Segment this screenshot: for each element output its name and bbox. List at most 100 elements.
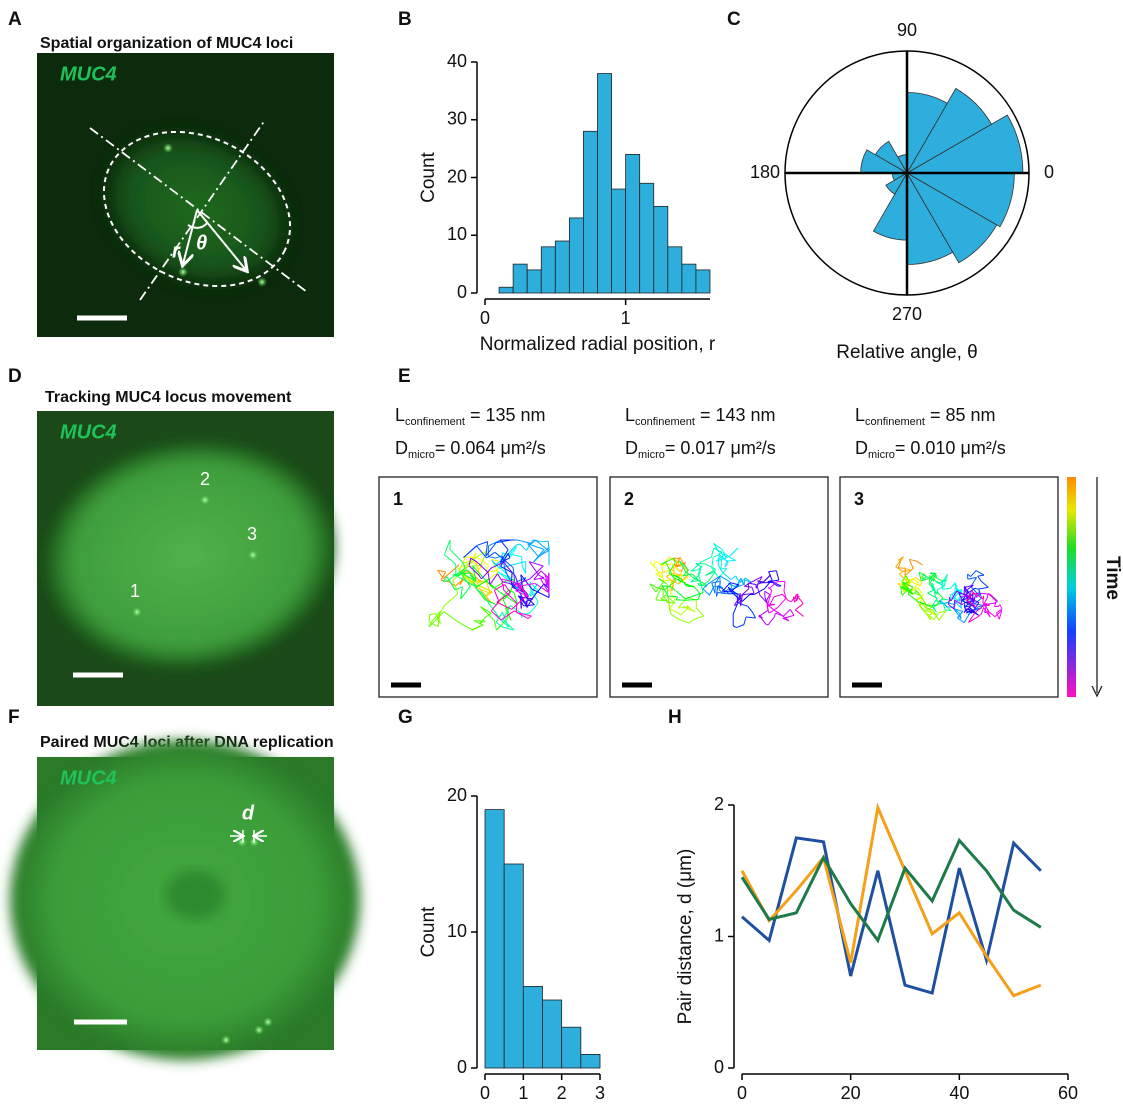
track-step: [473, 561, 479, 568]
track-step: [668, 562, 676, 574]
colorbar-label: Time: [1102, 556, 1123, 600]
track-step: [663, 579, 673, 582]
track-step: [685, 571, 696, 580]
track-step: [440, 571, 447, 581]
track-step: [763, 574, 772, 583]
track-step: [500, 592, 518, 605]
track-step: [751, 587, 755, 594]
x-tick-label: 0: [480, 1083, 490, 1103]
track-step: [485, 580, 501, 593]
track-step: [777, 597, 787, 608]
track-step: [963, 608, 967, 613]
track-step: [897, 559, 902, 569]
track-step: [735, 577, 742, 588]
track-step: [496, 591, 511, 603]
track-step: [767, 587, 771, 589]
track-step: [516, 581, 527, 596]
track-step: [758, 614, 767, 625]
track-step: [458, 569, 468, 577]
angle-tick-label: 270: [892, 304, 922, 324]
track-step: [519, 543, 527, 551]
annotation: r: [172, 240, 181, 262]
track-step: [973, 596, 976, 602]
track-step: [477, 561, 489, 573]
track-step: [681, 576, 689, 582]
track-step: [895, 566, 903, 572]
track-step: [957, 617, 965, 624]
y-axis-label: Count: [418, 906, 439, 957]
track-step: [679, 560, 687, 573]
track-step: [974, 605, 984, 613]
track-parameter: Dmicro= 0.064 μm²/s: [395, 438, 546, 461]
track-step: [495, 555, 503, 559]
track-step: [430, 610, 441, 624]
track-step: [735, 575, 740, 582]
track-step: [533, 570, 542, 580]
y-tick-label: 0: [457, 282, 467, 302]
value-text: = 143 nm: [695, 405, 776, 425]
track-step: [726, 559, 736, 562]
track-step: [766, 594, 771, 606]
track-step: [443, 611, 458, 622]
track-step: [658, 571, 662, 574]
track-step: [928, 579, 933, 585]
track-step: [902, 584, 911, 593]
track-step: [660, 593, 668, 600]
x-axis-label: Relative angle, θ: [836, 342, 978, 363]
track-step: [661, 585, 669, 597]
track-step: [655, 560, 663, 567]
track-step: [544, 573, 550, 580]
track-step: [468, 558, 472, 566]
track-step: [500, 553, 509, 567]
track-step: [966, 600, 975, 604]
track-step: [485, 581, 492, 594]
track-step: [472, 565, 487, 581]
bar: [681, 263, 697, 294]
track-step: [922, 576, 927, 581]
y-tick-label: 2: [714, 794, 724, 814]
track-step: [732, 603, 738, 615]
track-step: [499, 549, 509, 563]
track-step: [751, 611, 757, 619]
symbol: D: [395, 438, 408, 458]
track-step: [475, 578, 490, 588]
series-line: [741, 836, 1042, 995]
panel-letter: B: [398, 9, 412, 30]
track-step: [901, 575, 907, 582]
track-step: [477, 541, 488, 546]
track-step: [909, 558, 917, 562]
track-step: [926, 604, 931, 607]
track-step: [535, 539, 549, 552]
track-step: [782, 608, 791, 617]
y-tick-label: 0: [714, 1057, 724, 1077]
bar: [597, 73, 612, 294]
track-step: [446, 576, 456, 591]
track-step: [502, 598, 508, 610]
track-step: [473, 552, 477, 558]
track-step: [941, 581, 943, 590]
track-step: [663, 580, 677, 591]
track-step: [718, 551, 728, 558]
track-step: [768, 607, 778, 614]
track-step: [768, 596, 775, 607]
bar: [667, 246, 683, 294]
track-step: [989, 593, 998, 602]
track-step: [466, 569, 477, 581]
subscript: micro: [408, 449, 435, 461]
track-step: [491, 558, 500, 562]
track-step: [497, 571, 510, 582]
track-step: [974, 592, 984, 600]
track-step: [473, 583, 491, 592]
track-step: [459, 571, 473, 580]
track-step: [740, 577, 745, 585]
x-tick-label: 0: [480, 308, 490, 328]
track-step: [917, 587, 924, 597]
track-step: [715, 553, 725, 562]
track-step: [756, 576, 763, 586]
annotation: 3: [247, 524, 257, 544]
track-step: [730, 575, 736, 581]
track-step: [789, 609, 795, 616]
track-step: [741, 594, 744, 597]
track-step: [509, 553, 522, 558]
x-tick-label: 60: [1058, 1083, 1078, 1103]
